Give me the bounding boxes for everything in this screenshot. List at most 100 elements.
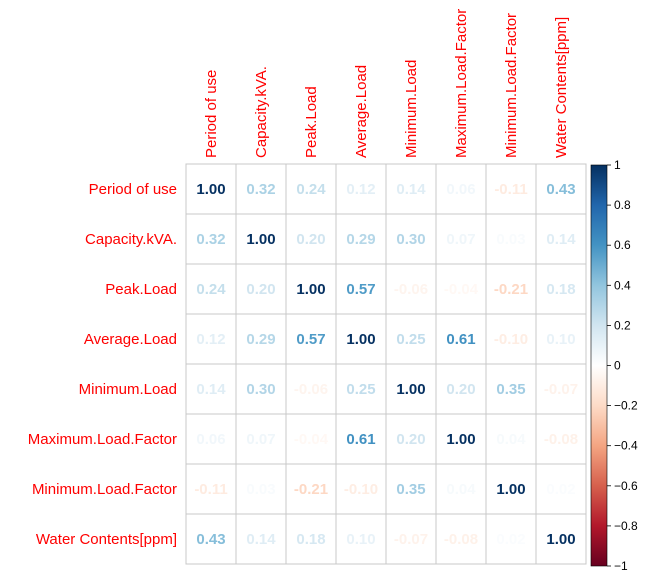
column-labels: Period of use Capacity.kVA. Peak.Load Avera…: [203, 9, 570, 158]
colorbar-tick-label: 0.4: [614, 278, 631, 292]
cell-value-7-2: 0.18: [296, 531, 325, 548]
cell-value-7-6: 0.02: [496, 531, 525, 548]
cell-1-5: [435, 213, 487, 265]
cell-value-5-5: 1.00: [446, 431, 475, 448]
cell-value-7-4: -0.07: [394, 531, 428, 548]
cell-2-2: [285, 263, 337, 315]
cell-1-1: [235, 213, 287, 265]
cell-value-3-7: 0.10: [546, 331, 575, 348]
cell-value-4-5: 0.20: [446, 381, 475, 398]
cell-value-1-0: 0.32: [196, 231, 225, 248]
cell-value-5-0: 0.06: [196, 431, 225, 448]
cell-value-6-6: 1.00: [496, 481, 525, 498]
cell-value-0-1: 0.32: [246, 181, 275, 198]
cell-6-1: [235, 463, 287, 515]
cell-1-3: [335, 213, 387, 265]
row-label-4: Minimum.Load: [79, 381, 177, 398]
colorbar-tick-label: −0.2: [614, 399, 638, 413]
colorbar-tick-label: −0.8: [614, 519, 638, 533]
cell-5-1: [235, 413, 287, 465]
cell-7-4: [385, 513, 437, 565]
cell-value-4-7: -0.07: [544, 381, 578, 398]
cell-value-2-7: 0.18: [546, 281, 575, 298]
correlation-cells: [185, 163, 587, 565]
cell-4-4: [385, 363, 437, 415]
cell-value-3-4: 0.25: [396, 331, 425, 348]
cell-0-0: [185, 163, 237, 215]
cell-1-7: [535, 213, 587, 265]
cell-2-0: [185, 263, 237, 315]
correlation-values: 1.00 0.32 0.24 0.12 0.14 0.06 -0.11 0.43 0.32 1.0…: [194, 181, 578, 548]
cell-2-1: [235, 263, 287, 315]
cell-2-5: [435, 263, 487, 315]
row-label-2: Peak.Load: [105, 281, 177, 298]
cell-value-0-4: 0.14: [396, 181, 426, 198]
cell-2-4: [385, 263, 437, 315]
cell-value-5-7: -0.08: [544, 431, 578, 448]
cell-0-1: [235, 163, 287, 215]
cell-value-5-3: 0.61: [346, 431, 375, 448]
cell-value-6-7: 0.02: [546, 481, 575, 498]
row-label-3: Average.Load: [84, 331, 177, 348]
cell-value-6-1: 0.03: [246, 481, 275, 498]
cell-value-7-0: 0.43: [196, 531, 225, 548]
cell-value-5-6: 0.04: [496, 431, 526, 448]
cell-value-0-3: 0.12: [346, 181, 375, 198]
cell-7-0: [185, 513, 237, 565]
cell-value-7-5: -0.08: [444, 531, 478, 548]
cell-7-7: [535, 513, 587, 565]
cell-value-2-3: 0.57: [346, 281, 375, 298]
cell-value-0-5: 0.06: [446, 181, 475, 198]
cell-5-6: [485, 413, 537, 465]
cell-value-4-1: 0.30: [246, 381, 275, 398]
column-label-1: Capacity.kVA.: [253, 66, 270, 158]
cell-6-4: [385, 463, 437, 515]
cell-value-7-1: 0.14: [246, 531, 276, 548]
cell-6-7: [535, 463, 587, 515]
column-label-2: Peak.Load: [303, 86, 320, 158]
cell-6-2: [285, 463, 337, 515]
cell-2-6: [485, 263, 537, 315]
cell-value-4-4: 1.00: [396, 381, 425, 398]
cell-0-5: [435, 163, 487, 215]
cell-5-2: [285, 413, 337, 465]
cell-3-6: [485, 313, 537, 365]
cell-value-4-6: 0.35: [496, 381, 525, 398]
cell-value-6-2: -0.21: [294, 481, 328, 498]
colorbar-tick-label: 0.2: [614, 318, 631, 332]
colorbar-tick-label: −1: [614, 559, 628, 573]
cell-value-2-5: -0.04: [444, 281, 479, 298]
column-label-0: Period of use: [203, 70, 220, 158]
colorbar-tick-label: 0: [614, 359, 621, 373]
cell-value-4-0: 0.14: [196, 381, 226, 398]
cell-value-7-7: 1.00: [546, 531, 575, 548]
cell-5-4: [385, 413, 437, 465]
cell-value-4-3: 0.25: [346, 381, 375, 398]
cell-value-3-0: 0.12: [196, 331, 225, 348]
cell-value-1-2: 0.20: [296, 231, 325, 248]
colorbar-tick-label: 0.6: [614, 238, 631, 252]
row-label-7: Water Contents[ppm]: [36, 531, 177, 548]
cell-value-2-0: 0.24: [196, 281, 226, 298]
cell-value-3-1: 0.29: [246, 331, 275, 348]
cell-value-3-3: 1.00: [346, 331, 375, 348]
cell-value-6-5: 0.04: [446, 481, 476, 498]
cell-4-7: [535, 363, 587, 415]
colorbar: 1 0.8 0.6 0.4 0.2 0 −0.2 −0.4 −0.6 −0.8 −1: [590, 158, 638, 573]
cell-4-6: [485, 363, 537, 415]
cell-6-0: [185, 463, 237, 515]
cell-2-3: [335, 263, 387, 315]
cell-value-2-4: -0.06: [394, 281, 428, 298]
column-label-6: Minimum.Load.Factor: [503, 13, 520, 158]
row-label-0: Period of use: [89, 181, 177, 198]
cell-value-6-3: -0.10: [344, 481, 378, 498]
cell-value-1-6: 0.03: [496, 231, 525, 248]
row-label-6: Minimum.Load.Factor: [32, 481, 177, 498]
column-label-7: Water Contents[ppm]: [553, 17, 570, 158]
row-label-5: Maximum.Load.Factor: [28, 431, 177, 448]
cell-3-3: [335, 313, 387, 365]
cell-value-0-0: 1.00: [196, 181, 225, 198]
cell-value-3-5: 0.61: [446, 331, 475, 348]
colorbar-tick-label: −0.6: [614, 479, 638, 493]
cell-value-5-4: 0.20: [396, 431, 425, 448]
